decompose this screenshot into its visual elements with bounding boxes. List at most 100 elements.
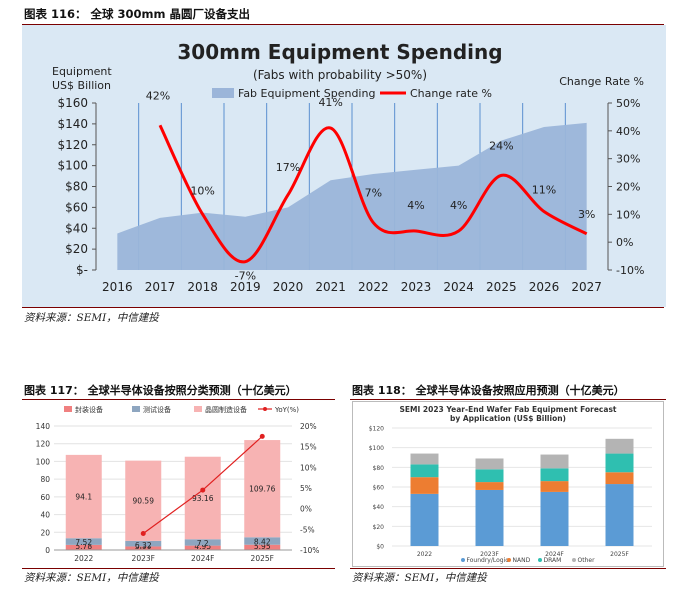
chart2-legend-marker (263, 407, 267, 411)
chart1-ytick-label: $60 (65, 200, 88, 214)
chart1-data-label: 10% (190, 184, 214, 197)
chart1-ytick-label: $80 (65, 180, 88, 194)
fig116-bottom-rule (22, 307, 664, 308)
chart2-data-label: 109.76 (249, 485, 275, 494)
chart1-data-label: 24% (489, 139, 513, 152)
chart1-y2tick-label: 10% (616, 208, 640, 221)
chart2-bar-wafer (244, 440, 281, 538)
chart1-data-label: 11% (532, 184, 556, 197)
chart2-legend-label: YoY(%) (274, 406, 299, 414)
chart3-bar-other (605, 438, 634, 454)
chart3-ytick-label: $60 (373, 485, 385, 492)
chart2-legend-label: 晶圆制造设备 (205, 405, 247, 414)
chart2-data-label: 90.59 (133, 497, 155, 506)
chart1-y2tick-label: 40% (616, 125, 640, 138)
chart1-ytick-label: $120 (57, 138, 88, 152)
chart1-xtick-label: 2016 (102, 280, 133, 294)
chart3-legend-label: DRAM (544, 557, 562, 564)
chart2-data-label: 93.16 (192, 494, 214, 503)
chart2-y2tick-label: 20% (300, 422, 317, 431)
chart1-xtick-label: 2026 (529, 280, 560, 294)
chart1-ylabel-line1: Equipment (52, 65, 112, 78)
chart2-data-label: 5.95 (254, 542, 271, 551)
fig116-top-rule (22, 24, 664, 25)
chart1-ytick-label: $160 (57, 96, 88, 110)
chart2-ytick-label: 60 (40, 493, 50, 502)
fig117-bottom-rule (22, 568, 335, 569)
chart3-bar-other (540, 454, 569, 469)
chart3-ytick-label: $0 (376, 544, 384, 551)
chart3-bar-foundry-logic (540, 491, 569, 546)
chart3-xtick-label: 2025F (610, 551, 629, 558)
chart2-bar-test (65, 538, 102, 545)
chart2-data-label: 3.99 (135, 542, 152, 551)
chart3-xtick-label: 2022 (417, 551, 432, 558)
chart1-y2tick-label: -10% (616, 264, 644, 277)
fig118-bottom-rule (350, 568, 666, 569)
chart1-ytick-label: $40 (65, 221, 88, 235)
chart1-data-label: 4% (407, 199, 424, 212)
chart-wfe-by-application: SEMI 2023 Year-End Wafer Fab Equipment F… (352, 401, 664, 567)
chart1-y2tick-label: 50% (616, 97, 640, 110)
chart1-legend: Fab Equipment Spending Change rate % (212, 87, 492, 100)
chart2-bar-test (184, 539, 221, 546)
chart2-yoy-marker (140, 530, 146, 536)
chart1-xtick-label: 2027 (571, 280, 602, 294)
chart1-xtick-label: 2019 (230, 280, 261, 294)
chart2-bar-wafer (65, 454, 102, 539)
chart1-xtick-label: 2018 (187, 280, 218, 294)
legend-area-label: Fab Equipment Spending (238, 87, 375, 100)
chart1-ytick-label: $140 (57, 117, 88, 131)
chart2-ytick-label: 80 (40, 475, 50, 484)
chart1-title: 300mm Equipment Spending (177, 40, 502, 64)
chart1-data-label: 3% (578, 208, 595, 221)
chart-300mm-equipment-spending: 300mm Equipment Spending (Fabs with prob… (22, 25, 666, 307)
chart3-legend-label: Foundry/Logic (467, 557, 509, 564)
chart3-bar-foundry-logic (605, 484, 634, 546)
chart3-bar-other (475, 458, 504, 470)
chart2-data-label: 4.95 (194, 542, 211, 551)
chart1-y2tick-label: 0% (616, 236, 633, 249)
chart1-xtick-label: 2022 (358, 280, 389, 294)
chart2-data-label: 7.2 (197, 539, 209, 548)
chart2-bar-wafer (184, 456, 221, 540)
chart3-ytick-label: $80 (373, 465, 385, 472)
chart3-ytick-label: $40 (373, 504, 385, 511)
chart2-ytick-label: 100 (36, 457, 51, 466)
chart3-xtick-label: 2024F (545, 551, 564, 558)
chart1-data-label: 17% (276, 161, 300, 174)
chart2-data-label: 5.78 (75, 542, 92, 551)
chart3-ytick-label: $120 (369, 426, 384, 433)
chart3-bar-nand (540, 481, 569, 492)
chart2-y2tick-label: 15% (300, 443, 317, 452)
chart2-ytick-label: 140 (36, 422, 51, 431)
chart2-xtick-label: 2024F (191, 554, 214, 563)
chart1-data-label: 7% (365, 187, 382, 200)
chart2-xtick-label: 2022 (74, 554, 93, 563)
chart2-yoy-marker (259, 433, 265, 439)
chart2-bar-packaging (244, 544, 281, 550)
chart3-legend-marker (538, 558, 542, 562)
chart2-xtick-label: 2025F (251, 554, 274, 563)
chart3-bar-dram (540, 468, 569, 482)
chart2-legend-label: 封装设备 (75, 405, 103, 414)
fig116-source: 资料来源：SEMI，中信建投 (24, 312, 159, 324)
chart3-title-line1: SEMI 2023 Year-End Wafer Fab Equipment F… (400, 405, 617, 414)
chart3-bar-nand (410, 477, 439, 494)
chart1-y2tick-label: 30% (616, 153, 640, 166)
chart2-bar-packaging (125, 546, 162, 550)
chart1-data-label: 41% (318, 96, 342, 109)
chart2-legend-swatch (132, 406, 140, 412)
chart1-xtick-label: 2017 (145, 280, 176, 294)
chart3-legend-label: NAND (513, 557, 531, 564)
chart2-ytick-label: 20 (40, 528, 50, 537)
chart2-bar-test (244, 537, 281, 545)
chart3-bar-nand (605, 472, 634, 485)
chart2-y2tick-label: -5% (300, 525, 315, 534)
chart2-data-label: 6.32 (135, 541, 152, 550)
chart1-ylabel-line2: US$ Billion (52, 79, 111, 92)
chart2-bar-packaging (65, 544, 102, 550)
fig117-top-rule (22, 399, 335, 400)
chart3-xtick-label: 2023F (480, 551, 499, 558)
legend-area-swatch (212, 88, 234, 98)
